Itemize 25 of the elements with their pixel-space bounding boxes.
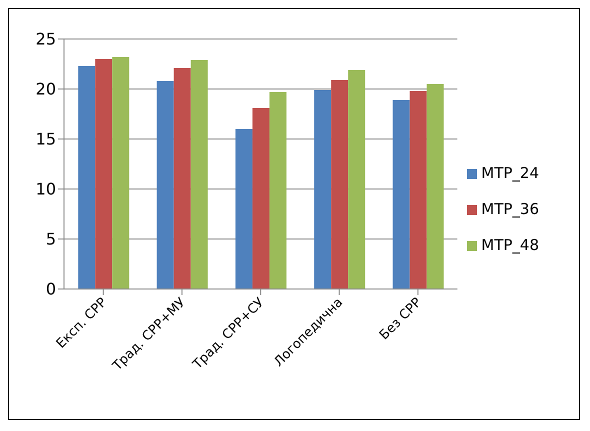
y-tick-label: 0: [46, 280, 56, 299]
y-tick-label: 10: [36, 180, 56, 199]
bar: [392, 100, 410, 289]
bar: [156, 81, 174, 289]
legend-label: МТР_36: [481, 200, 539, 218]
bar: [190, 60, 208, 289]
bar: [348, 70, 366, 289]
bar: [95, 59, 112, 289]
bar: [269, 92, 286, 289]
bar: [112, 57, 130, 289]
bar: [314, 90, 332, 289]
y-tick-label: 5: [46, 230, 56, 249]
bar: [252, 108, 270, 289]
y-tick-label: 15: [36, 130, 56, 149]
bar: [426, 84, 444, 289]
bar: [331, 80, 348, 289]
bar: [78, 66, 96, 289]
x-tick-label: Без СРР: [376, 295, 425, 344]
legend-label: МТР_24: [481, 164, 539, 182]
bar: [235, 129, 252, 289]
y-tick-label: 25: [36, 30, 56, 49]
legend-label: МТР_48: [481, 236, 539, 254]
y-tick-label: 20: [36, 80, 56, 99]
bar: [410, 91, 427, 289]
bar: [174, 68, 191, 289]
